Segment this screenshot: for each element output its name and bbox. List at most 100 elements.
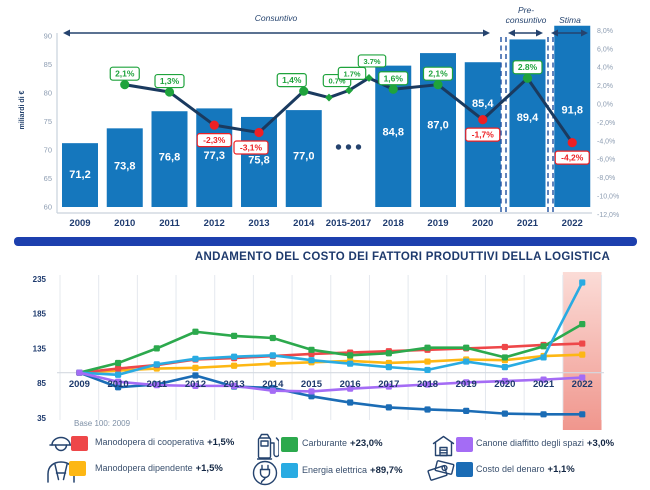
pct-label-box <box>378 71 409 86</box>
legend-item-manodopera-dipendente: Manodopera dipendente +1,5% <box>95 463 223 474</box>
series-marker-5 <box>463 407 470 414</box>
swatch-canone-affitto <box>456 437 473 452</box>
growth-point <box>120 80 130 90</box>
right-axis-tick: -10,0% <box>597 194 619 201</box>
x-axis-year-label: 2018 <box>383 218 404 229</box>
fuel-pump-icon <box>257 433 279 460</box>
pct-label-box <box>512 60 543 75</box>
legend-change: +23,0% <box>350 438 383 449</box>
series-marker-4 <box>192 382 199 389</box>
plug-icon <box>252 460 278 486</box>
x-axis-year-label: 2021 <box>533 379 555 390</box>
pre-consuntivo-label: consuntivo <box>506 15 547 25</box>
series-marker-2 <box>114 359 122 367</box>
x-axis-year-label: 2018 <box>417 379 438 390</box>
cost-factors-line-chart: 235 185 135 85 35 2009 2010 2011 2012 2013 2014 201… <box>33 272 604 430</box>
series-marker-0 <box>114 365 122 372</box>
x-axis-year-label: 2017 <box>378 379 399 390</box>
series-marker-0 <box>501 343 508 351</box>
series-marker-4 <box>231 382 238 389</box>
legend-item-manodopera-cooperativa: Manodopera di cooperativa +1,5% <box>95 437 234 448</box>
money-icon <box>427 460 455 481</box>
left-axis-tick: 90 <box>44 32 52 41</box>
swatch-energia-elettrica <box>281 463 298 478</box>
x-axis-year-label: 2009 <box>69 379 90 390</box>
right-axis-tick: -4,0% <box>597 138 615 145</box>
right-axis-tick: 0,0% <box>597 102 613 109</box>
series-line-5 <box>78 371 583 416</box>
growth-point <box>388 84 398 94</box>
pct-label-box <box>154 73 185 89</box>
growth-point <box>254 127 264 138</box>
arrowhead-right <box>581 29 588 37</box>
pct-label: 1,4% <box>282 75 302 85</box>
pct-label: -3,1% <box>240 143 263 153</box>
series-marker-3 <box>231 353 238 360</box>
bar-2011 <box>151 111 188 207</box>
arrowhead-left <box>551 29 558 37</box>
growth-point <box>299 86 309 96</box>
series-marker-5 <box>540 411 547 418</box>
growth-point <box>522 73 533 83</box>
pct-label: -2,3% <box>203 135 226 145</box>
pct-label: 1.7% <box>343 69 360 78</box>
pct-label: 2,1% <box>115 69 135 79</box>
x-axis-year-label: 2011 <box>146 379 167 390</box>
series-marker-3 <box>385 364 392 371</box>
ellipsis-dot <box>355 144 362 150</box>
pct-label: 2,1% <box>428 69 448 79</box>
x-axis-year-label: 2020 <box>494 379 515 390</box>
left-axis-tick: 75 <box>44 117 52 126</box>
legend-change: +1,5% <box>207 437 235 448</box>
series-marker-2 <box>269 334 276 342</box>
pct-label: 2.8% <box>518 62 538 72</box>
turnover-bar-line-chart: 90 85 80 75 70 65 60 8,0% 6,0% 4,0% 2,0% 0,0% -2,0% -… <box>19 5 619 229</box>
growth-point <box>478 115 488 125</box>
pct-label-box <box>357 54 387 68</box>
x-axis-year-label: 2013 <box>248 218 269 229</box>
series-marker-5 <box>579 411 586 418</box>
y-axis-tick: 135 <box>33 344 47 353</box>
base-index-note: Base 100: 2009 <box>74 419 131 428</box>
series-marker-4 <box>501 377 508 385</box>
series-marker-3 <box>579 279 586 286</box>
bar-2010 <box>106 128 143 207</box>
series-marker-4 <box>308 388 315 395</box>
bar-value-label: 77,3 <box>204 150 225 162</box>
stima-label: Stima <box>559 15 581 25</box>
growth-point <box>209 120 219 130</box>
x-axis-year-label: 2019 <box>456 379 477 390</box>
bar-value-label: 77,0 <box>293 151 314 163</box>
pct-label-box <box>554 150 590 165</box>
legend-item-costo-denaro: Costo del denaro +1,1% <box>476 464 575 475</box>
left-axis-tick: 70 <box>44 146 52 155</box>
series-marker-2 <box>153 345 160 352</box>
bar-2014 <box>285 110 322 207</box>
series-marker-4 <box>76 369 83 376</box>
bar-value-label: 71,2 <box>69 169 90 181</box>
series-marker-3 <box>114 371 122 378</box>
legend-label: Manodopera di cooperativa <box>95 437 205 447</box>
bar-value-label: 85,4 <box>472 98 494 110</box>
series-marker-2 <box>424 344 431 351</box>
series-marker-2 <box>385 350 392 357</box>
series-marker-3 <box>463 358 470 365</box>
pct-label-box <box>196 133 232 148</box>
bar-value-label: 84,8 <box>383 126 404 138</box>
series-line-2 <box>79 322 583 374</box>
swatch-carburante <box>281 437 298 452</box>
swatch-manodopera-dipendente <box>69 461 86 476</box>
right-axis-tick: -8,0% <box>597 175 615 182</box>
arrowhead-left <box>508 29 515 37</box>
x-axis-year-label: 2019 <box>427 218 448 229</box>
series-marker-1 <box>192 364 199 371</box>
right-axis-tick: -6,0% <box>597 157 615 164</box>
bar-value-label: 73,8 <box>114 161 135 173</box>
legend-item-carburante: Carburante +23,0% <box>302 438 383 449</box>
pct-label: 3.7% <box>363 57 380 66</box>
series-marker-3 <box>540 354 547 361</box>
ellipsis-dot <box>335 144 342 150</box>
pct-label: -4,2% <box>561 153 584 163</box>
warehouse-icon <box>432 435 455 457</box>
